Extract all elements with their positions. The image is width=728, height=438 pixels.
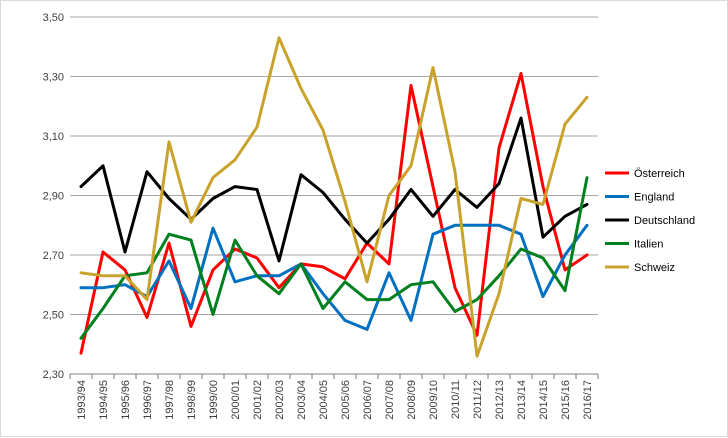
legend: Österreich England Deutschland Italien Schwe… [605,168,695,274]
x-tick-label: 2006/07 [362,380,374,420]
y-tick-label: 2,70 [43,250,64,262]
x-tick-label: 1997/98 [164,380,176,420]
x-tick-label: 1993/94 [76,380,88,420]
gridlines [70,16,598,375]
x-tick-label: 2005/06 [340,380,352,420]
x-tick-label: 2010/11 [450,380,462,419]
x-tick-label: 2008/09 [406,380,418,420]
x-tick-label: 2003/04 [296,380,308,420]
x-tick-label: 1999/00 [208,380,220,420]
legend-label: England [634,192,674,204]
x-tick-label: 2016/17 [582,380,594,420]
x-tick-label: 2011/12 [472,380,484,419]
series-line-deutschland [79,116,589,263]
x-tick-label: 1995/96 [120,380,132,420]
x-tick-label: 2013/14 [516,380,528,420]
x-tick-label: 2014/15 [538,380,550,420]
x-tick-label: 2000/01 [230,380,242,420]
x-tick-label: 2004/05 [318,380,330,420]
y-tick-label: 3,10 [43,131,64,143]
x-tick-label: 1996/97 [142,380,154,420]
legend-label: Österreich [634,168,685,180]
y-tick-label: 3,30 [43,72,64,84]
series-lines [79,36,589,358]
series-line--sterreich [79,72,589,355]
y-axis-tick-labels: 2,30 2,50 2,70 2,90 3,10 3,30 3,50 [43,12,64,381]
y-tick-label: 2,90 [43,191,64,203]
x-tick-label: 2007/08 [384,380,396,420]
y-tick-label: 2,50 [43,310,64,322]
series-line-schweiz [79,36,589,358]
x-tick-label: 1994/95 [98,380,110,420]
legend-label: Italien [634,239,663,251]
x-tick-label: 2001/02 [252,380,264,420]
x-axis-tick-labels: 1993/94 1994/95 1995/96 1996/97 1997/98 1998/… [69,374,599,420]
series-line-england [79,223,589,331]
y-tick-label: 2,30 [43,369,64,381]
legend-label: Deutschland [634,215,695,227]
x-tick-label: 2012/13 [494,380,506,420]
x-tick-label: 2009/10 [428,380,440,420]
x-tick-label: 2015/16 [560,380,572,420]
x-tick-label: 2002/03 [274,380,286,420]
y-tick-label: 3,50 [43,12,64,24]
legend-label: Schweiz [634,262,675,274]
x-tick-label: 1998/99 [186,380,198,420]
